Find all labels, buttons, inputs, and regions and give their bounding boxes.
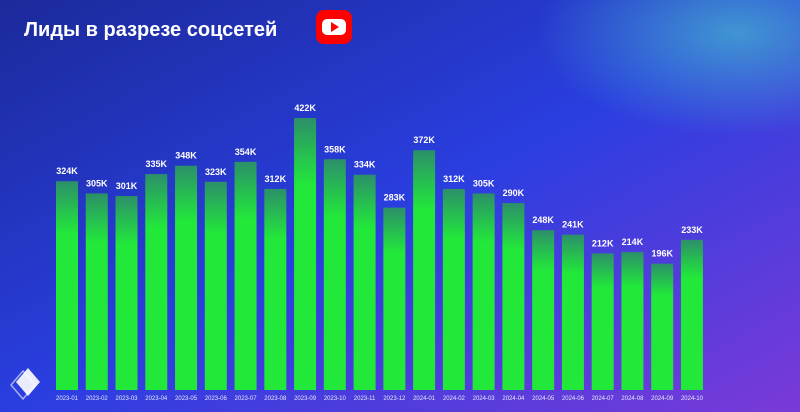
value-label: 334K	[354, 160, 376, 170]
x-tick-label: 2024-10	[681, 396, 704, 402]
x-tick-label: 2024-05	[532, 396, 555, 402]
value-label: 312K	[265, 174, 287, 184]
x-tick-label: 2023-07	[235, 396, 258, 402]
value-label: 212K	[592, 238, 614, 248]
x-tick-label: 2024-04	[502, 396, 525, 402]
value-label: 312K	[443, 174, 465, 184]
x-tick-label: 2023-06	[205, 396, 228, 402]
value-label: 372K	[413, 135, 435, 145]
value-label: 354K	[235, 147, 257, 157]
value-label: 358K	[324, 144, 346, 154]
bar	[264, 188, 287, 390]
x-tick-label: 2023-05	[175, 396, 198, 402]
bar	[204, 181, 227, 390]
value-label: 241K	[562, 220, 584, 230]
bar	[56, 181, 78, 390]
bar	[85, 193, 108, 390]
value-label: 248K	[532, 215, 554, 225]
value-label: 335K	[146, 159, 168, 169]
bar	[115, 196, 138, 390]
x-tick-label: 2023-02	[86, 396, 109, 402]
bar	[294, 118, 317, 391]
bar	[561, 234, 584, 390]
value-label: 301K	[116, 181, 138, 191]
value-label: 323K	[205, 167, 227, 177]
bar	[353, 174, 376, 390]
x-tick-label: 2024-08	[621, 396, 644, 402]
bar	[442, 188, 465, 390]
x-tick-label: 2024-02	[443, 396, 466, 402]
bar	[621, 252, 644, 390]
chart-title: Лиды в разрезе соцсетей	[24, 19, 277, 41]
value-label: 214K	[622, 237, 644, 247]
x-tick-label: 2024-06	[562, 396, 585, 402]
x-tick-label: 2023-04	[145, 396, 168, 402]
x-tick-label: 2024-03	[473, 396, 496, 402]
bar	[532, 230, 555, 390]
x-tick-label: 2024-01	[413, 396, 436, 402]
value-label: 283K	[384, 193, 406, 203]
x-tick-label: 2023-10	[324, 396, 347, 402]
bar	[145, 174, 168, 390]
x-tick-label: 2023-11	[354, 396, 376, 402]
x-tick-label: 2024-09	[651, 396, 674, 402]
value-label: 324K	[56, 166, 78, 176]
bar	[651, 263, 674, 390]
x-tick-label: 2023-01	[56, 396, 79, 402]
value-label: 305K	[473, 178, 495, 188]
value-label: 196K	[651, 249, 673, 259]
bar	[234, 161, 257, 390]
value-label: 290K	[503, 188, 525, 198]
bar	[413, 150, 436, 390]
bar	[323, 159, 346, 390]
value-label: 305K	[86, 178, 108, 188]
x-tick-label: 2024-07	[592, 396, 615, 402]
value-label: 422K	[294, 103, 316, 113]
bar	[383, 207, 406, 390]
logo	[10, 368, 40, 401]
bar	[680, 239, 703, 390]
x-tick-label: 2023-09	[294, 396, 317, 402]
x-tick-label: 2023-12	[383, 396, 406, 402]
bar	[472, 193, 495, 390]
value-label: 233K	[681, 225, 703, 235]
bar	[591, 253, 614, 390]
x-tick-label: 2023-08	[264, 396, 287, 402]
bar	[502, 203, 525, 390]
youtube-icon	[316, 10, 352, 44]
value-label: 348K	[175, 151, 197, 161]
bar	[175, 165, 198, 390]
x-tick-label: 2023-03	[116, 396, 139, 402]
